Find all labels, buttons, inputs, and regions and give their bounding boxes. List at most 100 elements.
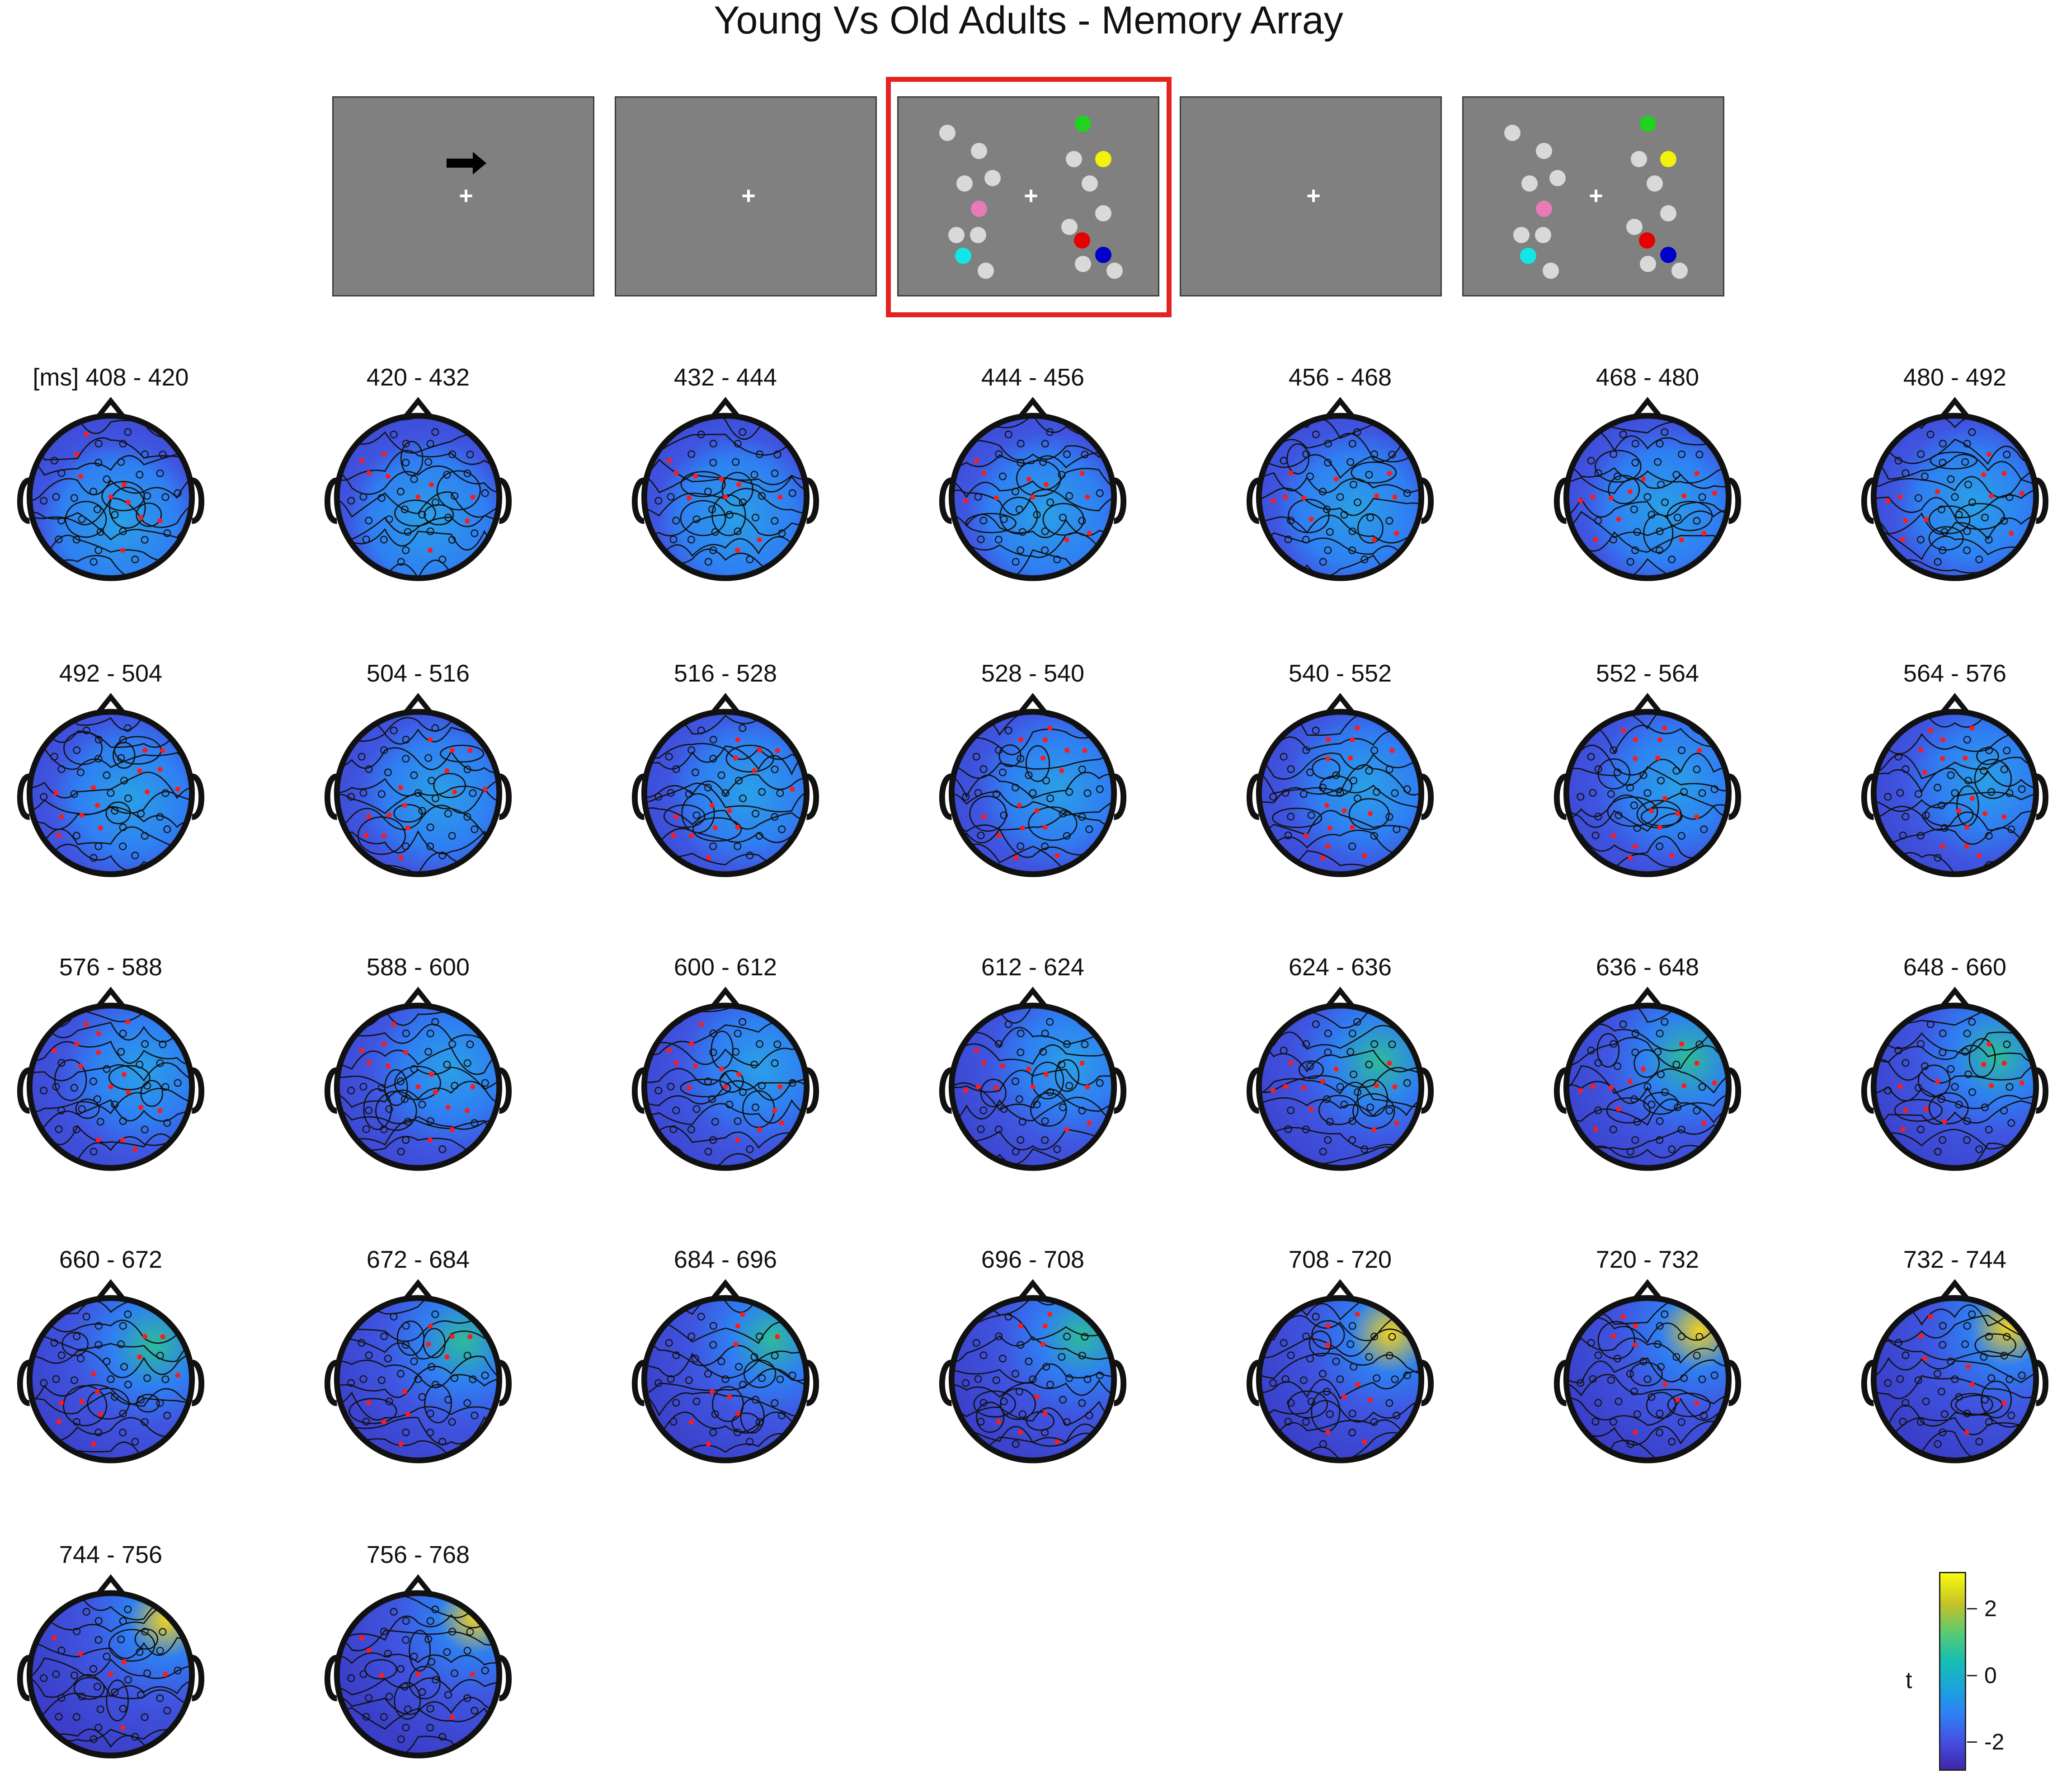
- electrodes: [1884, 1018, 2024, 1156]
- nose: [1632, 987, 1663, 1009]
- electrodes: [40, 724, 180, 862]
- grey-dot: [1061, 219, 1078, 235]
- left-ear: [17, 477, 30, 524]
- left-ear: [1553, 477, 1567, 524]
- time-window-label: 660 - 672: [59, 1246, 163, 1273]
- left-ear: [324, 773, 338, 820]
- head-outline: [641, 413, 810, 581]
- electrodes: [654, 1018, 796, 1156]
- electrodes: [347, 1605, 489, 1743]
- electrodes: [1578, 428, 1717, 566]
- grey-dot: [1095, 205, 1111, 221]
- topo-panel: 756 - 768: [319, 1539, 518, 1792]
- electrodes: [1884, 725, 2026, 862]
- left-ear: [17, 1359, 30, 1406]
- cyan-dot: [1520, 248, 1536, 264]
- nose: [1017, 693, 1048, 715]
- right-ear: [499, 773, 512, 820]
- left-ear: [324, 1359, 338, 1406]
- right-ear: [1421, 773, 1434, 820]
- cyan-dot: [955, 248, 971, 264]
- scalp-map: [631, 693, 819, 877]
- topo-panel: 516 - 528: [626, 658, 825, 911]
- head-outline: [26, 709, 195, 877]
- topo-panel: 672 - 684: [319, 1244, 518, 1497]
- head-outline: [26, 1590, 195, 1759]
- pink-dot: [1536, 201, 1552, 217]
- right-ear: [1113, 1067, 1127, 1114]
- electrodes: [963, 428, 1104, 566]
- grey-dot: [1640, 256, 1656, 272]
- topo-panel: 696 - 708: [933, 1244, 1132, 1497]
- grey-dot: [1513, 227, 1530, 243]
- scalp-map: [631, 987, 819, 1171]
- left-ear: [324, 477, 338, 524]
- nose: [1017, 987, 1048, 1009]
- topo-panel: 612 - 624: [933, 951, 1132, 1204]
- time-window-label: 456 - 468: [1288, 364, 1392, 391]
- right-ear: [1421, 477, 1434, 524]
- right-ear: [2035, 1359, 2049, 1406]
- left-ear: [1861, 773, 1874, 820]
- scalp-map: [939, 693, 1127, 877]
- left-ear: [1861, 1067, 1874, 1114]
- time-window-label: 480 - 492: [1903, 364, 2007, 391]
- left-ear: [939, 1359, 952, 1406]
- right-ear: [1728, 1067, 1742, 1114]
- red-dot: [1639, 232, 1655, 249]
- head-outline: [948, 709, 1117, 877]
- head-outline: [1870, 1295, 2039, 1463]
- fixation-cross: +: [459, 182, 473, 209]
- grey-dot: [1647, 175, 1663, 192]
- topo-panel: 684 - 696: [626, 1244, 825, 1497]
- right-ear: [2035, 1067, 2049, 1114]
- left-ear: [1553, 1359, 1567, 1406]
- left-ear: [939, 477, 952, 524]
- head-outline: [641, 1002, 810, 1171]
- time-window-label: 576 - 588: [59, 954, 163, 981]
- left-ear: [17, 1655, 30, 1702]
- grey-dot: [1075, 256, 1091, 272]
- head-outline: [1870, 1002, 2039, 1171]
- left-ear: [1246, 477, 1260, 524]
- scalp-map: [324, 693, 512, 877]
- right-ear: [1728, 477, 1742, 524]
- grey-dot: [971, 143, 987, 159]
- blue-dot: [1095, 247, 1111, 263]
- time-window-label: [ms] 408 - 420: [33, 364, 189, 391]
- nose: [95, 397, 126, 419]
- time-window-label: 432 - 444: [673, 364, 777, 391]
- head-outline: [1870, 413, 2039, 581]
- highlight-box: [886, 77, 1172, 317]
- left-ear: [1246, 773, 1260, 820]
- electrodes: [962, 725, 1104, 861]
- scalp-map: [17, 1279, 205, 1463]
- nose: [403, 987, 433, 1009]
- nose: [710, 397, 741, 419]
- colorbar-tick: [1967, 1608, 1977, 1609]
- head-outline: [1563, 1295, 1732, 1463]
- electrodes: [1269, 725, 1411, 861]
- topo-panel: 540 - 552: [1241, 658, 1440, 911]
- electrodes: [654, 428, 796, 566]
- scalp-map: [1553, 693, 1742, 877]
- left-ear: [939, 1067, 952, 1114]
- scalp-map: [1553, 397, 1742, 581]
- nose: [1939, 1279, 1970, 1302]
- fixation-cross: +: [741, 182, 756, 209]
- nose: [95, 1574, 126, 1597]
- grey-dot: [1066, 151, 1082, 167]
- nose: [710, 693, 741, 715]
- contour-lines: [1566, 1298, 1729, 1461]
- topo-panel: 432 - 444: [626, 362, 825, 615]
- time-window-label: 696 - 708: [981, 1246, 1085, 1273]
- left-ear: [1246, 1067, 1260, 1114]
- right-ear: [1113, 477, 1127, 524]
- grey-dot: [1504, 125, 1520, 141]
- scalp-map: [1861, 397, 2049, 581]
- electrodes: [347, 1018, 489, 1156]
- electrodes: [654, 1312, 796, 1447]
- right-ear: [191, 1655, 205, 1702]
- left-ear: [631, 477, 645, 524]
- grey-dot: [1549, 170, 1566, 186]
